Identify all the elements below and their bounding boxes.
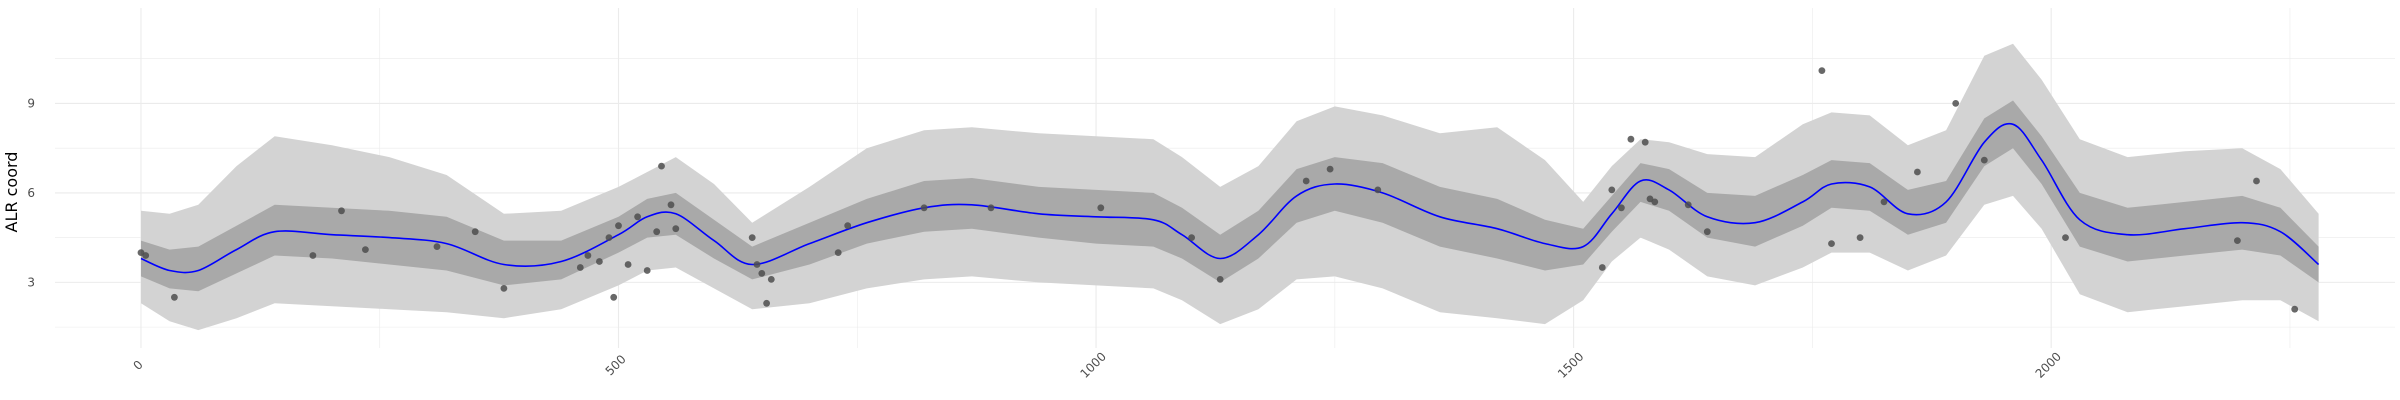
data-point bbox=[1856, 234, 1864, 242]
data-point bbox=[624, 261, 632, 268]
data-point bbox=[596, 258, 603, 265]
mean-line bbox=[140, 122, 2320, 274]
data-point bbox=[2291, 305, 2299, 313]
data-point bbox=[309, 252, 317, 259]
data-point bbox=[584, 252, 592, 259]
data-point bbox=[1374, 186, 1382, 194]
data-point bbox=[1188, 234, 1195, 242]
data-point bbox=[1828, 240, 1835, 248]
data-point bbox=[1651, 198, 1659, 206]
y-axis-label: ALR coord bbox=[2, 152, 21, 233]
data-point bbox=[658, 162, 665, 170]
data-point bbox=[2253, 177, 2260, 185]
data-point bbox=[1818, 67, 1826, 74]
data-point bbox=[2234, 237, 2241, 245]
outer-confidence-band bbox=[141, 43, 2319, 331]
data-point bbox=[1641, 138, 1649, 146]
data-point bbox=[1598, 264, 1606, 271]
data-point bbox=[1703, 228, 1711, 236]
data-point bbox=[1880, 198, 1888, 206]
data-point bbox=[643, 267, 651, 274]
data-point bbox=[605, 234, 613, 242]
data-point bbox=[834, 249, 842, 256]
data-point bbox=[1216, 276, 1224, 283]
data-point bbox=[500, 285, 508, 292]
data-point bbox=[2062, 234, 2069, 242]
data-point bbox=[1326, 165, 1334, 173]
data-point bbox=[767, 276, 775, 283]
data-point bbox=[576, 264, 584, 271]
data-point bbox=[1302, 177, 1310, 185]
data-point bbox=[433, 243, 441, 251]
data-point bbox=[1608, 186, 1616, 194]
data-point bbox=[634, 213, 641, 221]
data-point bbox=[753, 261, 761, 268]
y-tick-label: 3 bbox=[27, 275, 35, 289]
data-point bbox=[763, 299, 770, 307]
data-point bbox=[1952, 100, 1960, 107]
data-point bbox=[1618, 204, 1625, 212]
data-point bbox=[1980, 156, 1988, 164]
data-point bbox=[362, 246, 369, 254]
data-point bbox=[338, 207, 345, 215]
data-point bbox=[987, 204, 995, 212]
y-tick-label: 6 bbox=[27, 186, 35, 200]
data-point bbox=[920, 204, 928, 212]
data-point bbox=[610, 293, 618, 301]
observation-points bbox=[137, 67, 2299, 313]
data-point bbox=[1684, 201, 1692, 209]
data-point bbox=[653, 228, 661, 236]
data-point bbox=[142, 252, 150, 259]
data-point bbox=[615, 222, 622, 230]
data-point bbox=[748, 234, 756, 242]
data-point bbox=[1627, 135, 1635, 143]
y-tick-label: 9 bbox=[27, 96, 35, 110]
data-point bbox=[171, 293, 178, 301]
data-point bbox=[667, 201, 675, 209]
data-point bbox=[1097, 204, 1105, 212]
data-point bbox=[672, 225, 680, 233]
mean-line-layer bbox=[140, 122, 2320, 274]
data-point bbox=[758, 270, 766, 277]
data-point bbox=[1914, 168, 1921, 176]
data-point bbox=[844, 222, 852, 230]
data-point bbox=[471, 228, 479, 236]
